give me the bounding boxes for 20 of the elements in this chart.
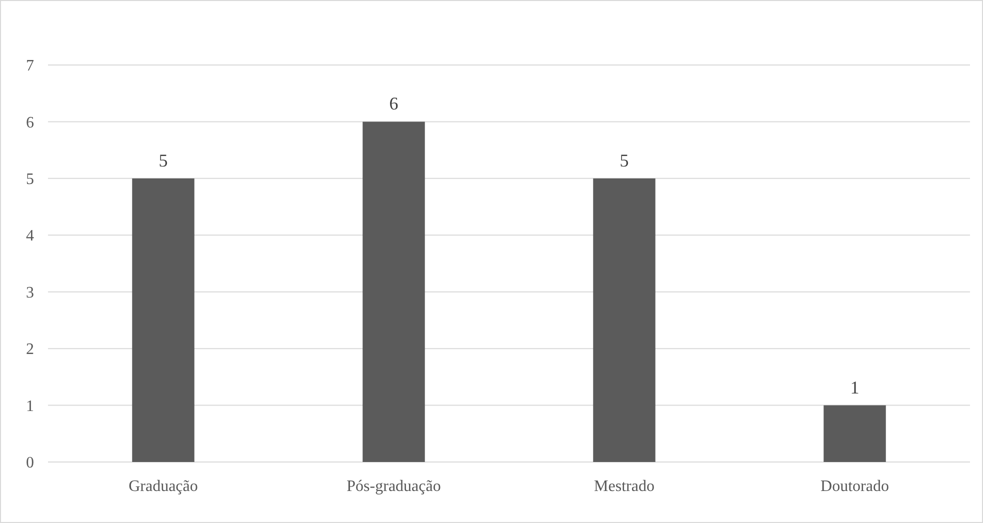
bar [362,122,425,462]
x-tick-label: Graduação [128,478,198,495]
y-tick-label: 1 [26,398,34,415]
y-tick-label: 4 [26,228,34,245]
data-label: 1 [850,377,860,398]
data-label: 5 [158,150,168,170]
data-label: 5 [620,150,629,170]
bar [824,405,886,462]
x-tick-label: Pós-graduação [346,478,441,495]
y-tick-label: 6 [26,114,34,132]
x-tick-label: Doutorado [820,478,889,495]
x-tick-label: Mestrado [594,478,654,495]
y-tick-label: 3 [26,284,34,302]
y-tick-label: 7 [26,58,34,75]
data-label: 6 [389,94,398,114]
y-tick-label: 0 [26,454,34,472]
y-tick-label: 2 [26,341,34,358]
y-tick-label: 5 [26,171,34,188]
bar [132,178,194,462]
bar [593,178,656,462]
